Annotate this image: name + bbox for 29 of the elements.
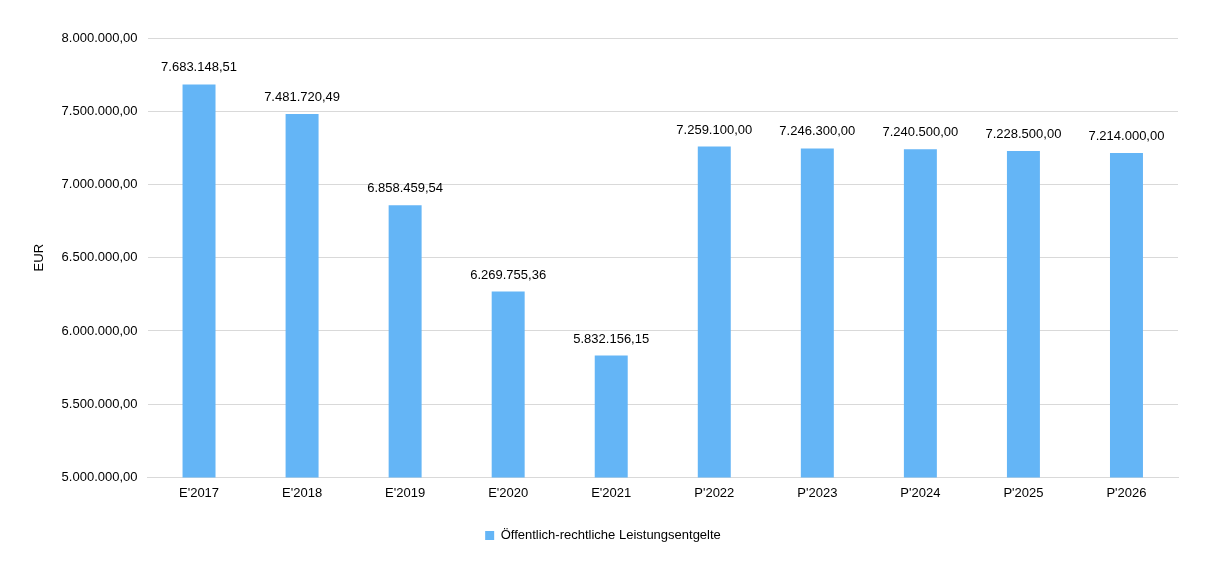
text: 7.214.000,00: [1088, 128, 1165, 144]
y-tick-label: 6.000.000,00: [61, 322, 138, 338]
x-tick-label: P'2026: [1106, 484, 1147, 500]
text: 7.259.100,00: [676, 121, 753, 137]
text: 6.269.755,36: [470, 266, 547, 282]
x-tick-label: E'2018: [282, 484, 323, 500]
x-tick-label: E'2019: [385, 484, 426, 500]
x-tick-label: E'2017: [178, 484, 220, 500]
text: 7.481.720,49: [264, 88, 341, 104]
y-tick-label: 5.000.000,00: [61, 468, 138, 484]
legend-label: Öffentlich-rechtliche Leistungsentgelte: [500, 527, 721, 543]
y-tick-label: 5.500.000,00: [61, 395, 138, 411]
text: 7.228.500,00: [985, 126, 1062, 142]
text: 5.832.156,15: [573, 330, 650, 346]
x-tick-label: E'2020: [488, 484, 529, 500]
y-axis-title: EUR: [31, 243, 47, 272]
y-tick-label: 6.500.000,00: [61, 249, 138, 265]
x-tick-label: P'2024: [900, 484, 941, 500]
x-tick-label: P'2022: [694, 484, 735, 500]
x-tick-label: E'2021: [591, 484, 632, 500]
text: 7.683.148,51: [161, 59, 237, 75]
x-tick-label: P'2025: [1003, 484, 1044, 500]
x-tick-label: P'2023: [797, 484, 838, 500]
y-tick-label: 8.000.000,00: [61, 29, 138, 45]
y-tick-label: 7.500.000,00: [61, 102, 138, 118]
text: 6.858.459,54: [367, 180, 444, 196]
y-tick-label: 7.000.000,00: [61, 176, 138, 192]
text: 7.246.300,00: [779, 123, 856, 139]
text: 7.240.500,00: [882, 124, 959, 140]
